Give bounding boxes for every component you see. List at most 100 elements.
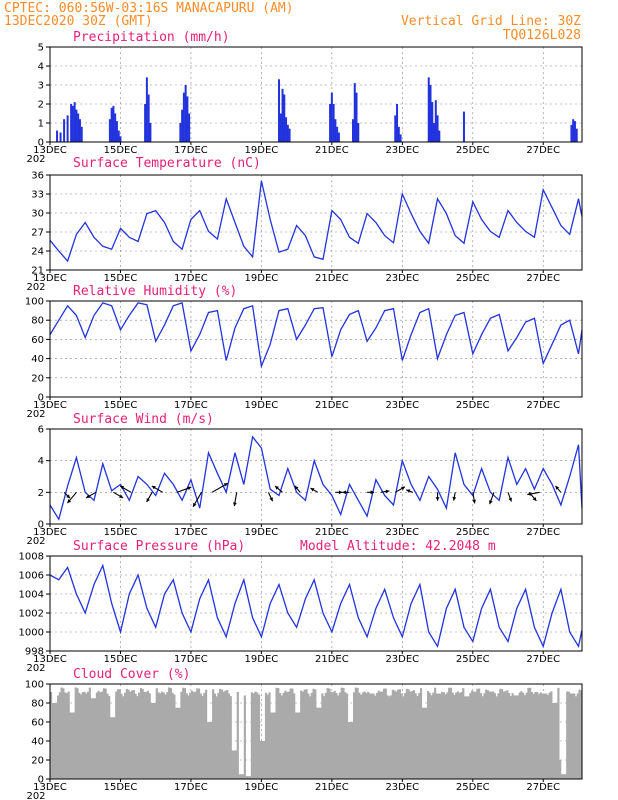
cloud-bar <box>180 691 183 779</box>
precip-bar <box>394 115 397 142</box>
cloud-bar <box>444 694 447 779</box>
x-tick-label: 23DEC <box>385 654 419 665</box>
cloud-bar <box>296 712 299 779</box>
cloud-bar <box>419 688 423 779</box>
cloud-bar <box>405 688 409 779</box>
cloud-bar <box>532 693 535 779</box>
cloud-bar <box>560 774 564 779</box>
cloud-bar <box>411 690 414 779</box>
cloud-bar <box>573 693 576 779</box>
cloud-bar <box>418 692 421 779</box>
panel-cloud: 0 20 40 60 80 100 13DEC 15DEC 17DEC 19DEC 21DEC 23D… <box>25 667 583 800</box>
x-tick-label: 17DEC <box>174 400 208 411</box>
precip-bar <box>75 109 78 142</box>
precip-bar <box>279 113 282 142</box>
header-station: CPTEC: 060:56W-03:16S MANACAPURU (AM) <box>4 1 294 16</box>
precip-bar <box>436 115 439 142</box>
cloud-bar <box>314 689 317 779</box>
model-altitude: Model Altitude: 42.2048 m <box>300 539 496 554</box>
cloud-bar <box>55 703 58 779</box>
cloud-bar <box>176 707 179 779</box>
cloud-bar <box>448 687 451 779</box>
cloud-bar <box>227 693 231 779</box>
precip-bar <box>329 104 332 142</box>
cloud-bar <box>458 692 461 779</box>
cloud-bar <box>437 693 440 779</box>
cloud-bar <box>138 692 141 779</box>
wind-arrow-head <box>275 486 279 490</box>
cloud-bar <box>316 707 319 779</box>
cloud-bar <box>205 689 208 779</box>
cloud-bar <box>469 693 472 779</box>
year-label: 202 <box>26 282 45 293</box>
panels: 0 1 2 3 4 5 13DEC 15DEC 17DEC 19DEC 21DEC 23DEC 25DE… <box>19 30 583 800</box>
precip-bar <box>355 92 358 142</box>
precip-bar <box>149 123 152 142</box>
x-tick-label: 15DEC <box>104 527 138 538</box>
x-tick-label: 25DEC <box>456 400 490 411</box>
y-tick-label: 1 <box>38 119 44 130</box>
cloud-bar <box>148 693 151 779</box>
y-tick-label: 0 <box>38 520 44 531</box>
x-tick-label: 23DEC <box>385 527 419 538</box>
cloud-bar <box>407 689 410 779</box>
cloud-bar <box>377 690 380 779</box>
cloud-bar <box>92 698 95 779</box>
precip-bar <box>181 109 184 142</box>
precip-bar <box>78 119 81 142</box>
x-tick-label: 21DEC <box>315 782 349 793</box>
cloud-bar <box>478 688 481 779</box>
cloud-bar <box>402 696 405 779</box>
cloud-bar <box>541 693 544 779</box>
panel-temp: 21 24 27 30 33 36 13DEC 15DEC 17DEC 19DEC 21DEC 23D… <box>26 156 583 293</box>
temp-line <box>49 180 583 263</box>
y-tick-label: 2 <box>38 100 44 111</box>
cloud-bar <box>506 690 509 779</box>
y-tick-label: 1002 <box>19 609 44 620</box>
cloud-bar <box>386 695 389 779</box>
cloud-bar <box>233 750 236 779</box>
cloud-bar <box>194 691 197 779</box>
cloud-bar <box>58 692 61 779</box>
wind-arrow-head <box>385 489 390 494</box>
y-tick-label: 30 <box>31 209 44 220</box>
cloud-bar <box>127 689 130 779</box>
cloud-bar <box>210 722 213 779</box>
cloud-bar <box>389 695 393 779</box>
wind-arrow-head <box>146 498 150 502</box>
cloud-bar <box>375 692 379 779</box>
year-label: 202 <box>26 536 45 547</box>
cloud-bar <box>449 687 453 779</box>
cloud-bar <box>483 693 486 779</box>
y-tick-label: 80 <box>31 316 44 327</box>
cloud-bar <box>51 703 54 779</box>
cloud-bar <box>382 688 386 779</box>
cloud-bar <box>203 692 206 779</box>
precip-bar <box>281 88 284 142</box>
precip-bar <box>332 104 335 142</box>
cloud-bar <box>305 689 308 779</box>
cloud-bar <box>250 692 253 779</box>
precip-bar <box>115 121 118 142</box>
cloud-bar <box>430 695 433 779</box>
wind-arrow-head <box>338 490 343 495</box>
x-tick-label: 15DEC <box>104 273 138 284</box>
x-tick-label: 17DEC <box>174 782 208 793</box>
precip-bar <box>351 119 354 142</box>
precip-bar <box>336 126 339 142</box>
cloud-bar <box>168 687 171 779</box>
cloud-bar <box>284 690 287 779</box>
precip-bar <box>182 92 185 142</box>
cloud-bar <box>398 689 401 779</box>
cloud-bar <box>520 691 523 779</box>
cloud-bar <box>88 687 91 779</box>
wind-arrow-head <box>223 483 228 487</box>
cloud-bar <box>173 694 176 779</box>
cloud-bar <box>60 687 63 779</box>
cloud-bar <box>523 695 527 779</box>
panel-frame <box>49 174 583 271</box>
cloud-bar <box>224 690 227 779</box>
year-label: 202 <box>26 409 45 420</box>
precip-bar <box>80 126 83 142</box>
y-tick-label: 40 <box>31 354 44 365</box>
